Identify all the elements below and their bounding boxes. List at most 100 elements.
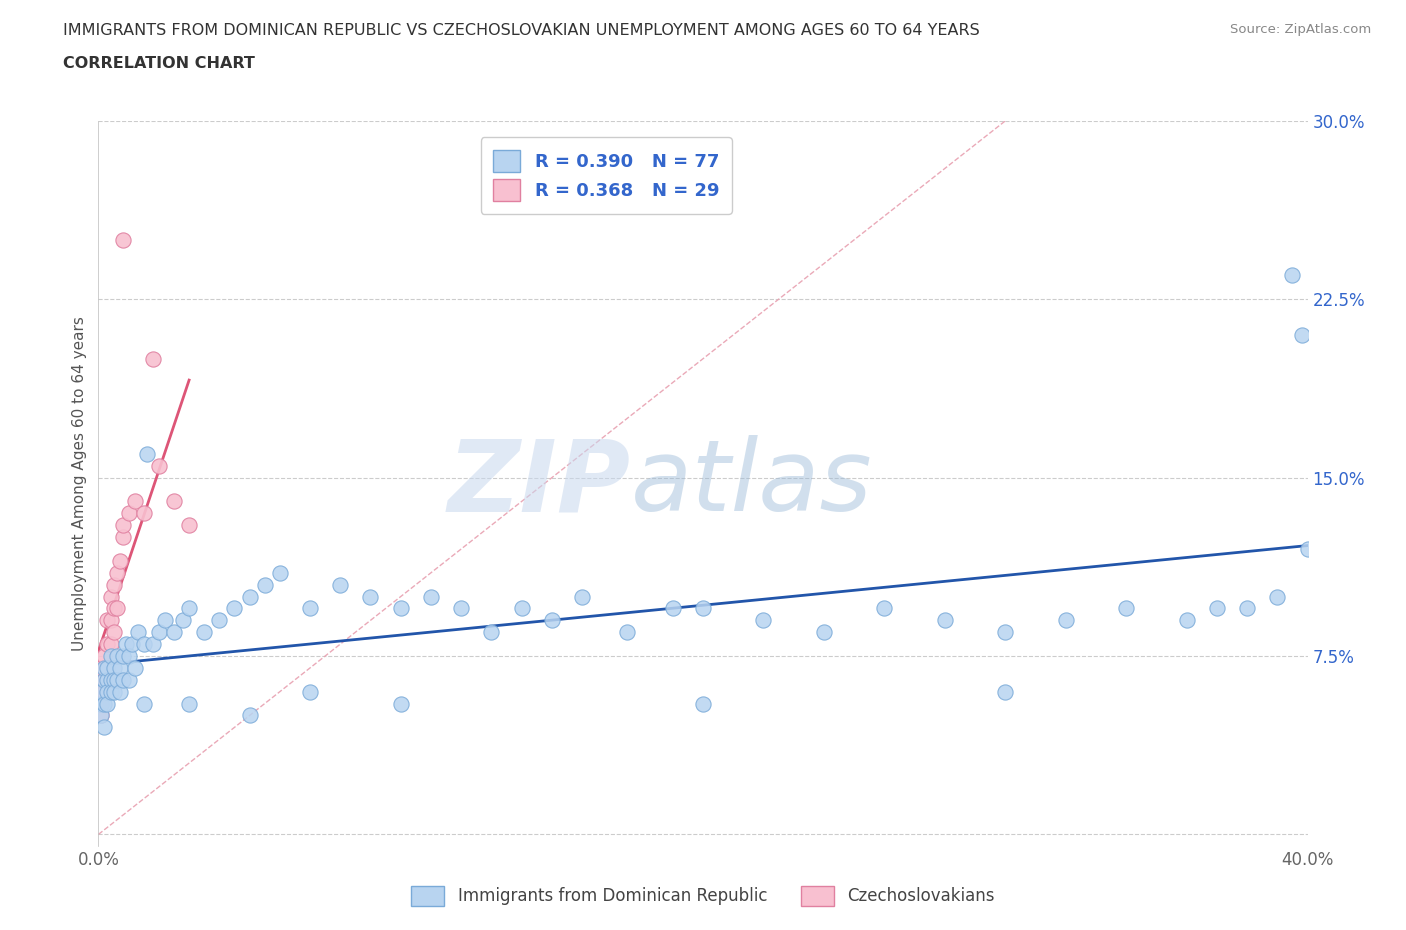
Point	[100, 684, 122, 699]
Text: IMMIGRANTS FROM DOMINICAN REPUBLIC VS CZECHOSLOVAKIAN UNEMPLOYMENT AMONG AGES 60: IMMIGRANTS FROM DOMINICAN REPUBLIC VS CZ…	[63, 23, 980, 38]
Point	[661, 601, 683, 616]
Point	[994, 625, 1017, 640]
Point	[389, 697, 412, 711]
Point	[142, 637, 165, 652]
Point	[329, 578, 352, 592]
Point	[239, 708, 262, 723]
Point	[111, 648, 134, 663]
Point	[100, 648, 122, 663]
Point	[124, 660, 146, 675]
Point	[132, 637, 155, 652]
Point	[1291, 327, 1313, 342]
Legend: Immigrants from Dominican Republic, Czechoslovakians: Immigrants from Dominican Republic, Czec…	[404, 877, 1002, 914]
Point	[93, 672, 115, 687]
Point	[179, 518, 201, 533]
Point	[111, 232, 134, 247]
Point	[103, 684, 125, 699]
Point	[100, 637, 122, 652]
Point	[208, 613, 231, 628]
Point	[96, 697, 118, 711]
Point	[93, 660, 115, 675]
Point	[299, 601, 322, 616]
Point	[93, 684, 115, 699]
Y-axis label: Unemployment Among Ages 60 to 64 years: Unemployment Among Ages 60 to 64 years	[72, 316, 87, 651]
Point	[179, 601, 201, 616]
Point	[510, 601, 533, 616]
Point	[172, 613, 194, 628]
Point	[108, 684, 131, 699]
Point	[253, 578, 276, 592]
Point	[692, 697, 714, 711]
Point	[163, 625, 186, 640]
Point	[90, 697, 112, 711]
Point	[118, 648, 141, 663]
Point	[813, 625, 835, 640]
Point	[360, 589, 382, 604]
Point	[111, 518, 134, 533]
Point	[105, 648, 128, 663]
Point	[239, 589, 262, 604]
Point	[153, 613, 176, 628]
Point	[96, 672, 118, 687]
Point	[90, 697, 112, 711]
Point	[111, 530, 134, 545]
Point	[163, 494, 186, 509]
Point	[873, 601, 896, 616]
Point	[1206, 601, 1229, 616]
Point	[103, 601, 125, 616]
Point	[96, 660, 118, 675]
Point	[148, 458, 170, 473]
Point	[118, 506, 141, 521]
Point	[103, 625, 125, 640]
Point	[540, 613, 562, 628]
Point	[127, 625, 149, 640]
Text: Source: ZipAtlas.com: Source: ZipAtlas.com	[1230, 23, 1371, 36]
Point	[90, 684, 112, 699]
Point	[90, 708, 112, 723]
Point	[142, 352, 165, 366]
Text: atlas: atlas	[630, 435, 872, 532]
Point	[96, 684, 118, 699]
Point	[105, 565, 128, 580]
Point	[93, 672, 115, 687]
Point	[90, 684, 112, 699]
Point	[752, 613, 775, 628]
Point	[692, 601, 714, 616]
Point	[269, 565, 291, 580]
Point	[103, 660, 125, 675]
Point	[108, 553, 131, 568]
Point	[93, 697, 115, 711]
Point	[96, 672, 118, 687]
Point	[148, 625, 170, 640]
Point	[420, 589, 443, 604]
Point	[1267, 589, 1289, 604]
Point	[93, 720, 115, 735]
Point	[481, 625, 503, 640]
Point	[1054, 613, 1077, 628]
Point	[124, 494, 146, 509]
Point	[93, 648, 115, 663]
Point	[135, 446, 157, 461]
Point	[389, 601, 412, 616]
Point	[100, 613, 122, 628]
Point	[100, 672, 122, 687]
Point	[121, 637, 143, 652]
Text: CORRELATION CHART: CORRELATION CHART	[63, 56, 254, 71]
Point	[571, 589, 593, 604]
Point	[111, 672, 134, 687]
Point	[90, 708, 112, 723]
Point	[105, 672, 128, 687]
Point	[132, 506, 155, 521]
Point	[118, 672, 141, 687]
Point	[1281, 268, 1303, 283]
Point	[299, 684, 322, 699]
Point	[96, 637, 118, 652]
Point	[224, 601, 246, 616]
Point	[103, 672, 125, 687]
Legend: R = 0.390   N = 77, R = 0.368   N = 29: R = 0.390 N = 77, R = 0.368 N = 29	[481, 138, 733, 214]
Point	[103, 578, 125, 592]
Point	[1236, 601, 1258, 616]
Point	[108, 660, 131, 675]
Point	[934, 613, 956, 628]
Point	[114, 637, 136, 652]
